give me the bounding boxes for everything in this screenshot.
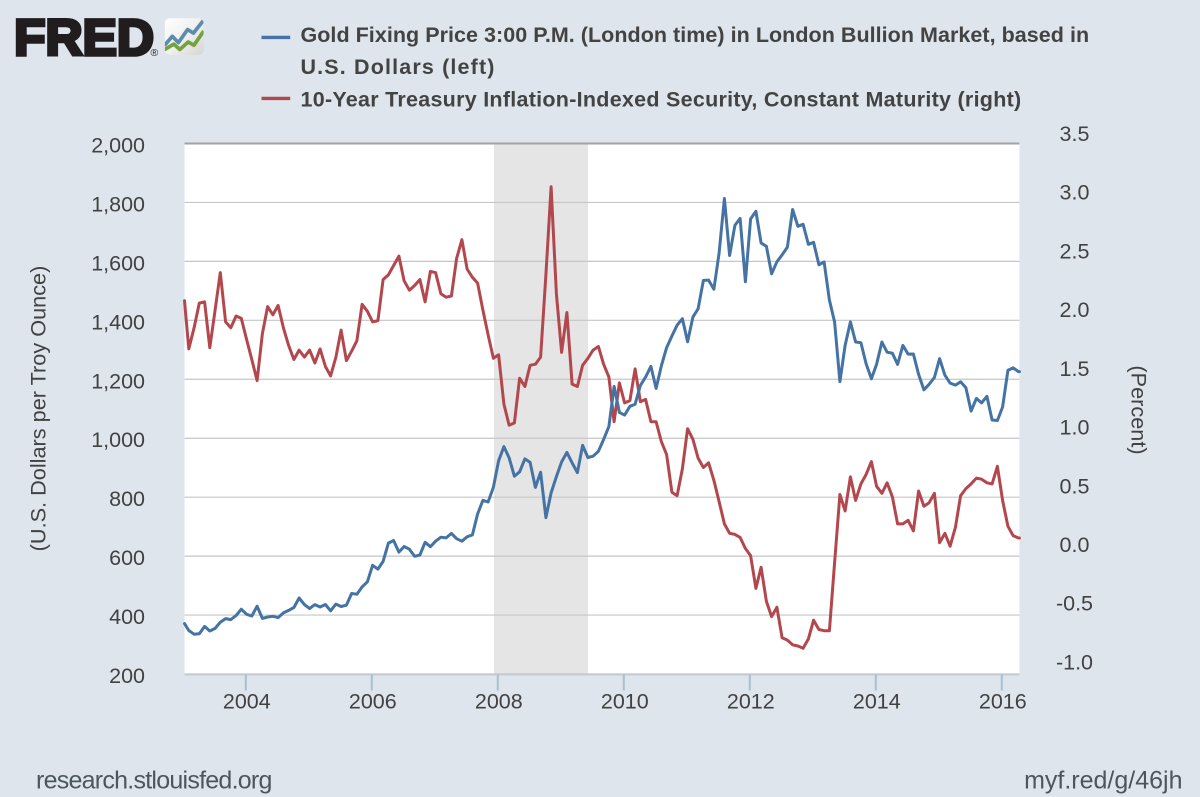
svg-text:10-Year Treasury Inflation-Ind: 10-Year Treasury Inflation-Indexed Secur…	[301, 87, 1022, 111]
svg-text:0.0: 0.0	[1060, 533, 1090, 557]
svg-text:3.0: 3.0	[1060, 181, 1090, 205]
svg-text:2.5: 2.5	[1060, 239, 1090, 263]
svg-text:U.S. Dollars (left): U.S. Dollars (left)	[301, 55, 496, 79]
svg-text:myf.red/g/46jh: myf.red/g/46jh	[1024, 767, 1182, 795]
svg-text:FRED: FRED	[14, 9, 154, 66]
svg-text:1,200: 1,200	[91, 369, 145, 393]
svg-text:0.5: 0.5	[1060, 474, 1090, 498]
svg-text:2016: 2016	[979, 689, 1027, 713]
svg-text:3.5: 3.5	[1060, 122, 1090, 146]
svg-text:200: 200	[109, 664, 145, 688]
svg-text:Gold Fixing Price 3:00 P.M. (L: Gold Fixing Price 3:00 P.M. (London time…	[301, 23, 1090, 47]
svg-text:2,000: 2,000	[91, 134, 145, 158]
svg-text:2008: 2008	[475, 689, 523, 713]
svg-text:research.stlouisfed.org: research.stlouisfed.org	[36, 767, 272, 795]
svg-text:2012: 2012	[727, 689, 775, 713]
svg-text:2010: 2010	[601, 689, 649, 713]
svg-text:2.0: 2.0	[1060, 298, 1090, 322]
svg-text:600: 600	[109, 546, 145, 570]
svg-text:1.5: 1.5	[1060, 357, 1090, 381]
svg-text:800: 800	[109, 487, 145, 511]
svg-text:®: ®	[151, 47, 159, 59]
svg-text:-1.0: -1.0	[1056, 650, 1093, 674]
svg-text:1,800: 1,800	[91, 192, 145, 216]
svg-text:1,000: 1,000	[91, 428, 145, 452]
svg-text:1,600: 1,600	[91, 251, 145, 275]
svg-text:(U.S. Dollars per Troy Ounce): (U.S. Dollars per Troy Ounce)	[26, 266, 51, 552]
svg-text:2006: 2006	[349, 689, 397, 713]
svg-text:1.0: 1.0	[1060, 416, 1090, 440]
svg-text:1,400: 1,400	[91, 310, 145, 334]
svg-text:2004: 2004	[223, 689, 271, 713]
svg-text:400: 400	[109, 605, 145, 629]
svg-text:(Percent): (Percent)	[1127, 365, 1152, 454]
svg-text:2014: 2014	[853, 689, 901, 713]
svg-text:-0.5: -0.5	[1056, 592, 1093, 616]
